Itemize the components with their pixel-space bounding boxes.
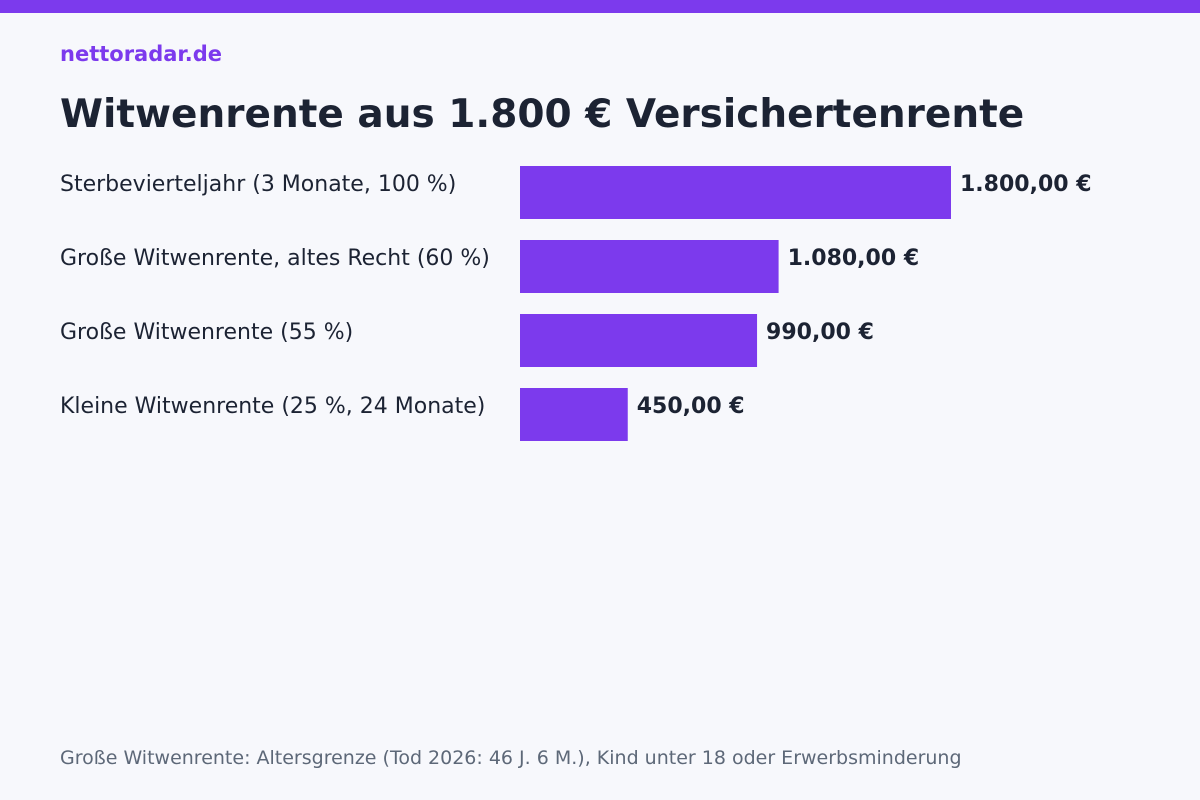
bar-row: Große Witwenrente, altes Recht (60 %) 1.0…: [60, 240, 919, 293]
bar: [520, 166, 951, 219]
bar: [520, 314, 758, 367]
category-label: Sterbevierteljahr (3 Monate, 100 %): [60, 172, 456, 197]
bar-row: Große Witwenrente (55 %) 990,00 €: [60, 314, 874, 367]
bar-row: Sterbevierteljahr (3 Monate, 100 %) 1.800…: [60, 166, 1092, 219]
top-accent-bar: [0, 0, 1200, 13]
category-label: Große Witwenrente (55 %): [60, 320, 353, 345]
value-label: 450,00 €: [637, 394, 745, 419]
category-label: Kleine Witwenrente (25 %, 24 Monate): [60, 394, 485, 419]
brand-name: nettoradar.de: [60, 42, 223, 66]
bar-row: Kleine Witwenrente (25 %, 24 Monate) 450,…: [60, 388, 745, 441]
value-label: 1.800,00 €: [960, 172, 1092, 197]
value-label: 1.080,00 €: [788, 246, 920, 271]
footnote: Große Witwenrente: Altersgrenze (Tod 202…: [60, 747, 962, 769]
bar: [520, 388, 628, 441]
chart-title: Witwenrente aus 1.800 € Versichertenrent…: [60, 92, 1025, 137]
category-label: Große Witwenrente, altes Recht (60 %): [60, 246, 490, 271]
bar: [520, 240, 779, 293]
value-label: 990,00 €: [766, 320, 874, 345]
bars-layer: Sterbevierteljahr (3 Monate, 100 %) 1.800…: [60, 166, 1092, 441]
